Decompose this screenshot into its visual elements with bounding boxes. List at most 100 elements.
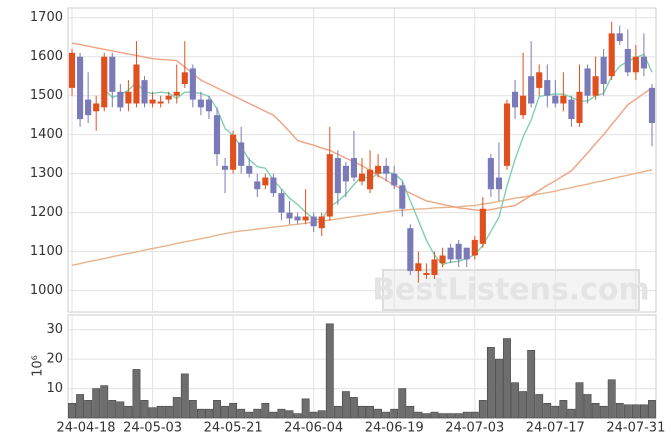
candle-body xyxy=(648,87,656,123)
candle-body xyxy=(391,173,398,186)
candle-body xyxy=(479,208,486,244)
candle-body xyxy=(294,216,301,221)
volume-bar xyxy=(406,405,415,419)
volume-bar xyxy=(92,388,101,419)
volume-bar xyxy=(237,408,246,419)
candle-body xyxy=(85,99,92,116)
candle-body xyxy=(576,91,583,123)
volume-bar xyxy=(607,379,616,419)
candle-body xyxy=(197,99,204,108)
candle-body xyxy=(358,173,366,182)
y-tick-label: 1000 xyxy=(30,283,63,298)
y-tick-label: 1100 xyxy=(30,244,63,259)
volume-bar xyxy=(333,405,342,419)
y2-tick-label: 30 xyxy=(46,322,63,337)
candle-body xyxy=(205,99,213,112)
volume-bar xyxy=(527,350,536,419)
candle-body xyxy=(141,80,148,104)
y2-axis-label: 10⁶ xyxy=(31,355,46,377)
candle-body xyxy=(600,56,607,84)
candle-body xyxy=(640,56,647,69)
volume-bar xyxy=(148,407,157,419)
candle-body xyxy=(552,95,559,104)
volume-bar xyxy=(213,400,221,419)
watermark-box xyxy=(382,269,640,311)
volume-bar xyxy=(196,408,205,419)
volume-bar xyxy=(382,411,391,419)
candle-body xyxy=(101,56,108,108)
volume-bar xyxy=(631,404,640,419)
candle-body xyxy=(286,212,293,219)
volume-bar xyxy=(648,400,656,419)
candle-body xyxy=(415,263,422,272)
volume-bar xyxy=(309,411,318,419)
candle-body xyxy=(133,64,140,104)
volume-bar xyxy=(470,411,479,419)
candle-body xyxy=(246,165,253,174)
volume-bar xyxy=(623,404,632,419)
volume-bar xyxy=(341,391,350,419)
candle-body xyxy=(431,259,438,275)
candle-body xyxy=(528,76,535,104)
volume-bar xyxy=(293,413,302,419)
volume-bar xyxy=(366,405,374,419)
volume-bar xyxy=(414,411,423,419)
volume-bar xyxy=(551,405,560,419)
candle-body xyxy=(93,103,100,112)
volume-bar xyxy=(164,405,173,419)
candle-body xyxy=(342,165,349,182)
volume-bar xyxy=(350,397,358,419)
volume-bar xyxy=(535,394,544,419)
y-tick-label: 1300 xyxy=(30,166,63,181)
volume-bar xyxy=(116,401,125,419)
volume-bar xyxy=(124,405,133,419)
candle-body xyxy=(423,273,430,275)
candle-body xyxy=(350,158,358,178)
y-tick-label: 1700 xyxy=(30,10,63,25)
candle-body xyxy=(157,101,164,104)
volume-bar xyxy=(615,402,624,419)
volume-bar xyxy=(172,397,181,419)
candle-body xyxy=(366,169,374,190)
volume-bar xyxy=(390,408,399,419)
candle-body xyxy=(149,99,156,104)
candle-body xyxy=(318,216,325,229)
candle-body xyxy=(383,165,390,174)
candle-body xyxy=(173,91,180,96)
volume-bar xyxy=(599,405,608,419)
y2-tick-label: 10 xyxy=(46,381,63,396)
candle-body xyxy=(624,48,631,73)
watermark-group: BestListens.com xyxy=(372,269,650,311)
candle-body xyxy=(238,142,245,166)
volume-bar xyxy=(438,413,447,419)
volume-bar xyxy=(317,410,326,419)
volume-bar xyxy=(374,408,383,419)
volume-bar xyxy=(221,405,229,419)
candle-body xyxy=(616,33,623,42)
y2-tick-label: 20 xyxy=(46,352,63,367)
candle-body xyxy=(544,80,551,96)
candle-body xyxy=(536,72,543,88)
moving-average-line xyxy=(71,169,653,266)
candle-body xyxy=(302,216,309,221)
x-tick-label: 24-04-18 xyxy=(56,421,115,436)
volume-bar xyxy=(132,369,141,419)
candle-body xyxy=(77,56,84,120)
y-tick-label: 1200 xyxy=(30,205,63,220)
volume-bar xyxy=(261,402,270,419)
candle-body xyxy=(568,99,575,120)
volume-bar xyxy=(511,382,519,419)
candle-body xyxy=(520,95,527,116)
candle-body xyxy=(310,216,317,227)
candle-body xyxy=(511,91,519,108)
volume-bar xyxy=(583,394,592,419)
volume-bar xyxy=(486,347,495,419)
candle-body xyxy=(334,158,341,194)
volume-bar xyxy=(76,394,85,419)
candle-body xyxy=(165,95,172,100)
candle-body xyxy=(326,154,333,217)
volume-bar xyxy=(140,400,149,419)
candle-body xyxy=(399,185,406,209)
watermark: BestListens.com xyxy=(372,273,650,308)
candle-body xyxy=(230,134,237,170)
